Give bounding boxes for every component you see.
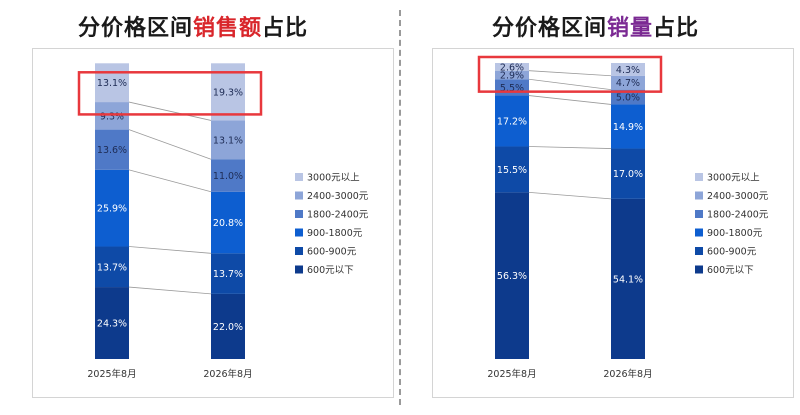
left-legend-swatch bbox=[295, 173, 303, 181]
left-connector-line bbox=[128, 101, 212, 121]
left-legend-swatch bbox=[295, 247, 303, 255]
right-bar-1-segment-4 bbox=[611, 75, 645, 90]
right-chart-panel: 56.3% 15.5% 17.2% 5.5% 2.9% 2.6% 2025年8月 54.1% 1… bbox=[432, 48, 794, 398]
left-chart-panel: 24.3% 13.7% 25.9% 13.6% 9.3% 13.1% 2025年8月 22.0… bbox=[32, 48, 394, 398]
left-bar-1-label-2: 20.8% bbox=[213, 218, 243, 229]
left-title-prefix: 分价格区间 bbox=[78, 16, 194, 41]
right-chart-svg: 56.3% 15.5% 17.2% 5.5% 2.9%2.6% 2025年8月 54.1% 1… bbox=[477, 55, 769, 380]
right-title-highlight: 销量 bbox=[607, 16, 654, 41]
right-connector-line bbox=[528, 78, 612, 91]
right-bar-1-label-2: 14.9% bbox=[613, 122, 643, 133]
left-title-highlight: 销售额 bbox=[193, 16, 263, 41]
right-highlight-box bbox=[477, 55, 663, 93]
left-legend-label: 3000元以上 bbox=[307, 173, 360, 184]
left-bar-0-segment-5 bbox=[95, 63, 129, 103]
right-legend-swatch bbox=[695, 191, 703, 200]
left-bar-0-segment-3 bbox=[95, 129, 129, 170]
right-legend-swatch bbox=[695, 247, 703, 255]
right-bar-1-segment-0 bbox=[611, 198, 645, 359]
left-bar-0-segment-0 bbox=[95, 287, 129, 359]
left-bar-1-label-5: 19.3% bbox=[213, 87, 243, 98]
left-chart-title: 分价格区间销售额占比 bbox=[78, 10, 308, 42]
right-title-suffix: 占比 bbox=[653, 16, 700, 41]
right-chart-title: 分价格区间销量占比 bbox=[492, 10, 699, 42]
right-bar-0-label-3: 5.5% bbox=[500, 83, 524, 94]
right-title-prefix: 分价格区间 bbox=[492, 16, 608, 41]
left-legend-label: 600-900元 bbox=[307, 247, 357, 258]
right-bar-0-segment-0 bbox=[495, 192, 529, 359]
left-connector-line bbox=[128, 246, 212, 254]
right-legend-swatch bbox=[695, 228, 703, 237]
left-x-tick-label: 2026年8月 bbox=[203, 368, 252, 380]
left-legend-label: 600元以下 bbox=[307, 265, 354, 276]
left-chart-svg: 24.3% 13.7% 25.9% 13.6% 9.3% 13.1% 2025年8月 22.0… bbox=[77, 63, 369, 380]
right-bar-1-label-1: 17.0% bbox=[613, 169, 643, 180]
right-x-tick-label: 2025年8月 bbox=[487, 368, 536, 380]
right-bar-1-label-0: 54.1% bbox=[613, 274, 643, 285]
right-bar-0-segment-2 bbox=[495, 95, 529, 147]
right-bar-1-segment-5 bbox=[611, 63, 645, 76]
left-bar-1-segment-4 bbox=[211, 120, 245, 160]
right-bar-0-segment-5 bbox=[495, 63, 529, 71]
right-bar-0-label-0: 56.3% bbox=[497, 271, 527, 282]
left-bar-1-label-0: 22.0% bbox=[213, 322, 243, 333]
right-connector-line bbox=[528, 70, 612, 77]
right-bar-1-label-5: 4.3% bbox=[616, 65, 640, 76]
right-legend-label: 1800-2400元 bbox=[707, 210, 769, 221]
right-connector-line bbox=[528, 95, 612, 105]
right-bar-0-label-2: 17.2% bbox=[497, 117, 527, 128]
right-bar-1-segment-1 bbox=[611, 148, 645, 199]
right-bar-0-label-1: 15.5% bbox=[497, 165, 527, 176]
right-legend-label: 3000元以上 bbox=[707, 173, 760, 184]
left-bar-0-label-4: 9.3% bbox=[100, 111, 124, 122]
left-bar-1-segment-0 bbox=[211, 293, 245, 359]
left-legend-swatch bbox=[295, 210, 303, 218]
left-bar-1-segment-2 bbox=[211, 191, 245, 254]
right-legend-swatch bbox=[695, 173, 703, 181]
right-legend-label: 900-1800元 bbox=[707, 228, 763, 239]
left-title-suffix: 占比 bbox=[262, 16, 309, 41]
left-legend-label: 2400-3000元 bbox=[307, 191, 369, 202]
left-bar-0-segment-2 bbox=[95, 169, 129, 247]
right-bar-0-segment-4 bbox=[495, 70, 529, 80]
right-bar-0-label-5: 2.6% bbox=[500, 62, 524, 73]
left-legend-swatch bbox=[295, 265, 303, 274]
left-bar-1-segment-1 bbox=[211, 253, 245, 294]
right-legend-label: 2400-3000元 bbox=[707, 191, 769, 202]
left-bar-1-label-4: 13.1% bbox=[213, 135, 243, 146]
left-bar-0-segment-1 bbox=[95, 246, 129, 288]
right-bar-0-label-4: 2.9% bbox=[500, 70, 524, 81]
right-bar-1-segment-2 bbox=[611, 104, 645, 149]
left-highlight-box bbox=[77, 71, 263, 116]
dashed-divider bbox=[399, 10, 401, 405]
right-bar-1-label-3: 5.0% bbox=[616, 93, 640, 104]
left-legend-swatch bbox=[295, 191, 303, 200]
left-bar-0-label-3: 13.6% bbox=[97, 145, 127, 156]
right-bar-0-segment-1 bbox=[495, 146, 529, 193]
right-connector-line bbox=[528, 191, 612, 200]
right-legend-label: 600元以下 bbox=[707, 265, 754, 276]
left-bar-0-label-0: 24.3% bbox=[97, 319, 127, 330]
left-bar-0-label-2: 25.9% bbox=[97, 204, 127, 215]
left-connector-line bbox=[128, 169, 212, 193]
left-legend-label: 1800-2400元 bbox=[307, 210, 369, 221]
left-bar-0-segment-4 bbox=[95, 102, 129, 130]
left-bar-1-segment-3 bbox=[211, 159, 245, 192]
left-legend-swatch bbox=[295, 228, 303, 237]
left-legend-label: 900-1800元 bbox=[307, 228, 363, 239]
left-bar-1-label-1: 13.7% bbox=[213, 269, 243, 280]
right-legend-swatch bbox=[695, 210, 703, 218]
right-connector-line bbox=[528, 146, 612, 149]
right-bar-1-segment-3 bbox=[611, 89, 645, 105]
right-x-tick-label: 2026年8月 bbox=[603, 368, 652, 380]
left-connector-line bbox=[128, 286, 212, 295]
right-legend-label: 600-900元 bbox=[707, 247, 757, 258]
right-bar-1-label-4: 4.7% bbox=[616, 78, 640, 89]
right-legend-swatch bbox=[695, 265, 703, 274]
left-connector-line bbox=[128, 129, 212, 160]
left-bar-0-label-5: 13.1% bbox=[97, 78, 127, 89]
left-bar-1-label-3: 11.0% bbox=[213, 171, 243, 182]
left-x-tick-label: 2025年8月 bbox=[87, 368, 136, 380]
left-bar-0-label-1: 13.7% bbox=[97, 262, 127, 273]
